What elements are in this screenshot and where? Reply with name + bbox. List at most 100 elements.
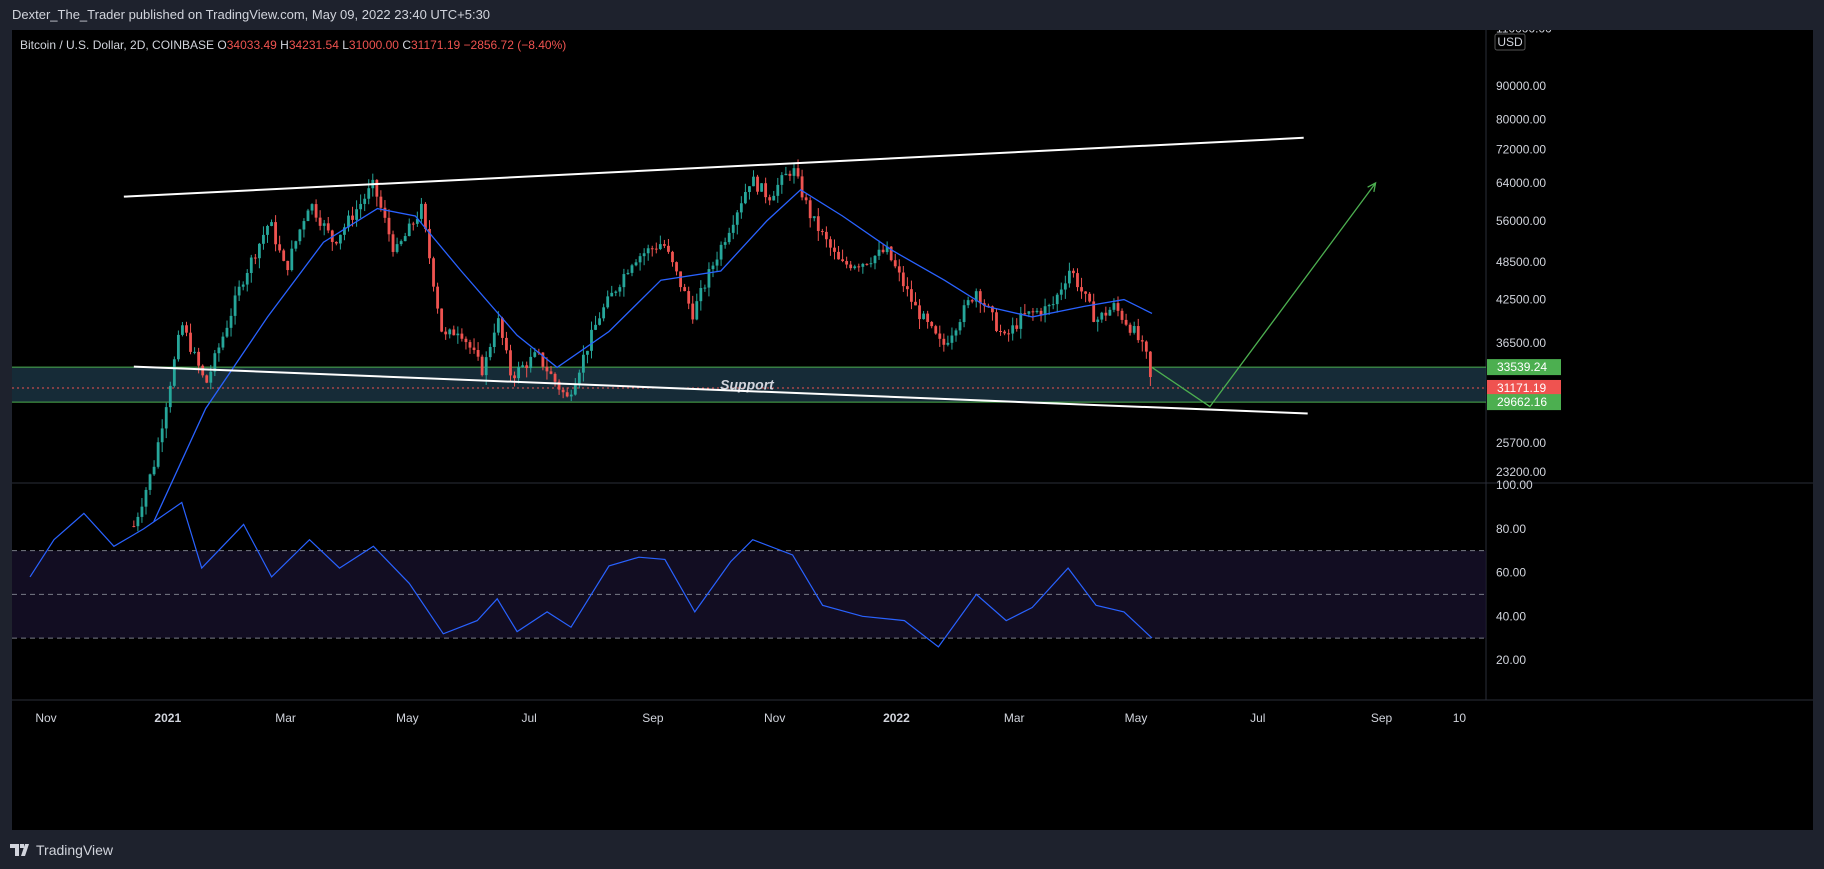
- candle-body[interactable]: [1120, 310, 1124, 320]
- candle-body[interactable]: [476, 350, 480, 357]
- candle-body[interactable]: [176, 334, 180, 360]
- candle-body[interactable]: [910, 289, 913, 302]
- candle-body[interactable]: [549, 371, 553, 374]
- candle-body[interactable]: [727, 232, 731, 243]
- candle-body[interactable]: [764, 183, 768, 198]
- candle-body[interactable]: [950, 335, 954, 343]
- candle-body[interactable]: [172, 359, 176, 386]
- candle-body[interactable]: [966, 300, 970, 306]
- chart-svg[interactable]: Support 110000.00 90000.00 80000.00 72000.00…: [12, 30, 1813, 830]
- candle-body[interactable]: [468, 342, 472, 348]
- candle-body[interactable]: [452, 329, 456, 336]
- candle-body[interactable]: [193, 351, 196, 353]
- candle-body[interactable]: [784, 173, 788, 176]
- candle-body[interactable]: [460, 333, 464, 339]
- candle-body[interactable]: [650, 248, 654, 250]
- candle-body[interactable]: [278, 244, 282, 251]
- candle-body[interactable]: [1136, 326, 1140, 341]
- chart-frame[interactable]: Support 110000.00 90000.00 80000.00 72000.00…: [12, 30, 1813, 830]
- candle-body[interactable]: [1100, 312, 1104, 320]
- candle-body[interactable]: [205, 375, 209, 383]
- candle-body[interactable]: [160, 428, 164, 443]
- candle-body[interactable]: [557, 381, 561, 390]
- candle-body[interactable]: [1076, 273, 1079, 288]
- candle-body[interactable]: [274, 222, 277, 245]
- candle-body[interactable]: [958, 322, 962, 331]
- candle-body[interactable]: [132, 526, 136, 528]
- candle-body[interactable]: [225, 327, 229, 337]
- candle-body[interactable]: [1031, 311, 1035, 313]
- candle-body[interactable]: [1011, 325, 1015, 334]
- tradingview-logo-icon[interactable]: [10, 844, 32, 856]
- candle-body[interactable]: [914, 301, 917, 306]
- candle-body[interactable]: [148, 474, 152, 490]
- candle-body[interactable]: [257, 243, 261, 259]
- candle-body[interactable]: [970, 300, 974, 302]
- candle-body[interactable]: [496, 318, 500, 333]
- candle-body[interactable]: [314, 204, 318, 218]
- candle-body[interactable]: [480, 356, 484, 376]
- candle-body[interactable]: [995, 312, 998, 332]
- candle-body[interactable]: [687, 291, 691, 304]
- candle-body[interactable]: [1140, 340, 1144, 342]
- candle-body[interactable]: [833, 247, 836, 252]
- candle-body[interactable]: [926, 313, 930, 322]
- candle-body[interactable]: [164, 407, 168, 429]
- candle-body[interactable]: [699, 287, 703, 302]
- candle-body[interactable]: [533, 352, 537, 357]
- candle-body[interactable]: [885, 246, 889, 253]
- candle-body[interactable]: [553, 373, 557, 382]
- candle-body[interactable]: [671, 251, 674, 263]
- candle-body[interactable]: [796, 168, 800, 177]
- candle-body[interactable]: [934, 326, 938, 334]
- candle-body[interactable]: [411, 223, 415, 225]
- candle-body[interactable]: [448, 329, 452, 335]
- candle-body[interactable]: [691, 303, 695, 320]
- candle-body[interactable]: [675, 262, 678, 272]
- candle-body[interactable]: [270, 222, 273, 226]
- candle-body[interactable]: [752, 176, 755, 187]
- candle-body[interactable]: [667, 245, 670, 252]
- candle-body[interactable]: [1148, 351, 1152, 378]
- candle-body[interactable]: [290, 248, 294, 271]
- candle-body[interactable]: [415, 218, 419, 224]
- candle-body[interactable]: [893, 260, 897, 267]
- candle-body[interactable]: [213, 353, 217, 372]
- candle-body[interactable]: [845, 261, 849, 265]
- candle-body[interactable]: [391, 234, 395, 252]
- candle-body[interactable]: [1051, 304, 1055, 306]
- candle-body[interactable]: [602, 307, 606, 319]
- candle-body[interactable]: [221, 336, 225, 348]
- candle-body[interactable]: [768, 197, 772, 201]
- candle-body[interactable]: [1144, 341, 1148, 352]
- candle-body[interactable]: [598, 318, 601, 325]
- candle-body[interactable]: [804, 197, 808, 201]
- candle-body[interactable]: [440, 308, 444, 332]
- candle-body[interactable]: [889, 246, 893, 261]
- lower-trendline[interactable]: [133, 365, 1308, 415]
- candle-body[interactable]: [1080, 287, 1083, 292]
- projection-path[interactable]: [1151, 182, 1377, 408]
- candle-body[interactable]: [683, 287, 687, 292]
- candle-body[interactable]: [614, 291, 618, 293]
- footer-brand[interactable]: TradingView: [36, 842, 114, 858]
- candle-body[interactable]: [942, 338, 946, 345]
- candle-body[interactable]: [739, 203, 743, 213]
- candle-body[interactable]: [1116, 303, 1120, 311]
- candle-body[interactable]: [1027, 311, 1031, 314]
- candle-body[interactable]: [343, 227, 346, 235]
- candle-body[interactable]: [545, 366, 549, 372]
- candle-body[interactable]: [590, 329, 593, 351]
- candle-body[interactable]: [456, 333, 460, 336]
- candle-body[interactable]: [715, 259, 719, 266]
- candle-body[interactable]: [521, 365, 525, 367]
- candle-body[interactable]: [152, 466, 156, 475]
- candle-body[interactable]: [306, 210, 310, 222]
- candle-body[interactable]: [1112, 303, 1116, 310]
- candle-body[interactable]: [509, 350, 512, 376]
- candle-body[interactable]: [419, 203, 423, 219]
- candle-body[interactable]: [703, 287, 707, 289]
- candle-body[interactable]: [1104, 312, 1108, 316]
- candle-body[interactable]: [938, 333, 942, 339]
- upper-trendline[interactable]: [123, 136, 1304, 198]
